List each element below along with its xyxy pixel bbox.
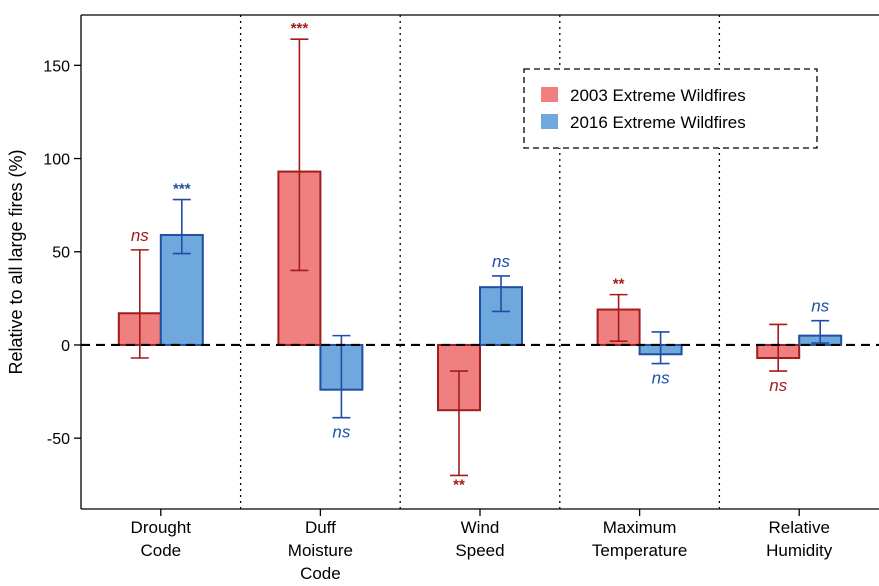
x-tick-label: Wind <box>461 518 500 537</box>
x-tick-label: Moisture <box>288 541 353 560</box>
y-tick-label: 0 <box>61 338 70 355</box>
y-tick-label: -50 <box>47 431 70 448</box>
x-tick-label: Code <box>300 564 341 583</box>
category-separators <box>239 15 721 509</box>
x-tick-label: Temperature <box>592 541 687 560</box>
significance-label: ns <box>492 252 510 271</box>
x-tick-label: Duff <box>305 518 336 537</box>
x-tick-label: Code <box>140 541 181 560</box>
x-tick-label: Speed <box>455 541 504 560</box>
y-axis-label: Relative to all large fires (%) <box>6 149 26 374</box>
bar-series2 <box>159 233 204 346</box>
significance-label: ns <box>652 369 670 388</box>
significance-label: ns <box>332 423 350 442</box>
x-tick-label: Maximum <box>603 518 677 537</box>
legend-box <box>523 68 818 149</box>
legend-label: 2003 Extreme Wildfires <box>570 86 746 105</box>
significance-label: ns <box>131 226 149 245</box>
error-bars-group <box>130 38 830 477</box>
significance-label: *** <box>173 181 191 198</box>
x-tick-label: Drought <box>131 518 192 537</box>
legend: 2003 Extreme Wildfires 2016 Extreme Wildf… <box>523 68 818 149</box>
significance-label: *** <box>291 20 309 37</box>
x-tick-label: Humidity <box>766 541 833 560</box>
legend-swatch <box>541 87 558 102</box>
y-axis: -50 0 50 100 150 <box>43 58 81 448</box>
legend-swatch <box>541 114 558 129</box>
significance-label: ns <box>769 376 787 395</box>
bars-group <box>117 170 843 412</box>
y-tick-label: 100 <box>43 152 70 169</box>
y-tick-label: 150 <box>43 58 70 75</box>
x-tick-label: Relative <box>768 518 829 537</box>
significance-label: ** <box>453 476 465 493</box>
significance-label: ns <box>811 297 829 316</box>
y-tick-label: 50 <box>52 245 70 262</box>
x-axis: Drought Code Duff Moisture Code Wind Speed Maxi… <box>131 509 833 583</box>
legend-label: 2016 Extreme Wildfires <box>570 113 746 132</box>
significance-label: ** <box>613 276 625 293</box>
